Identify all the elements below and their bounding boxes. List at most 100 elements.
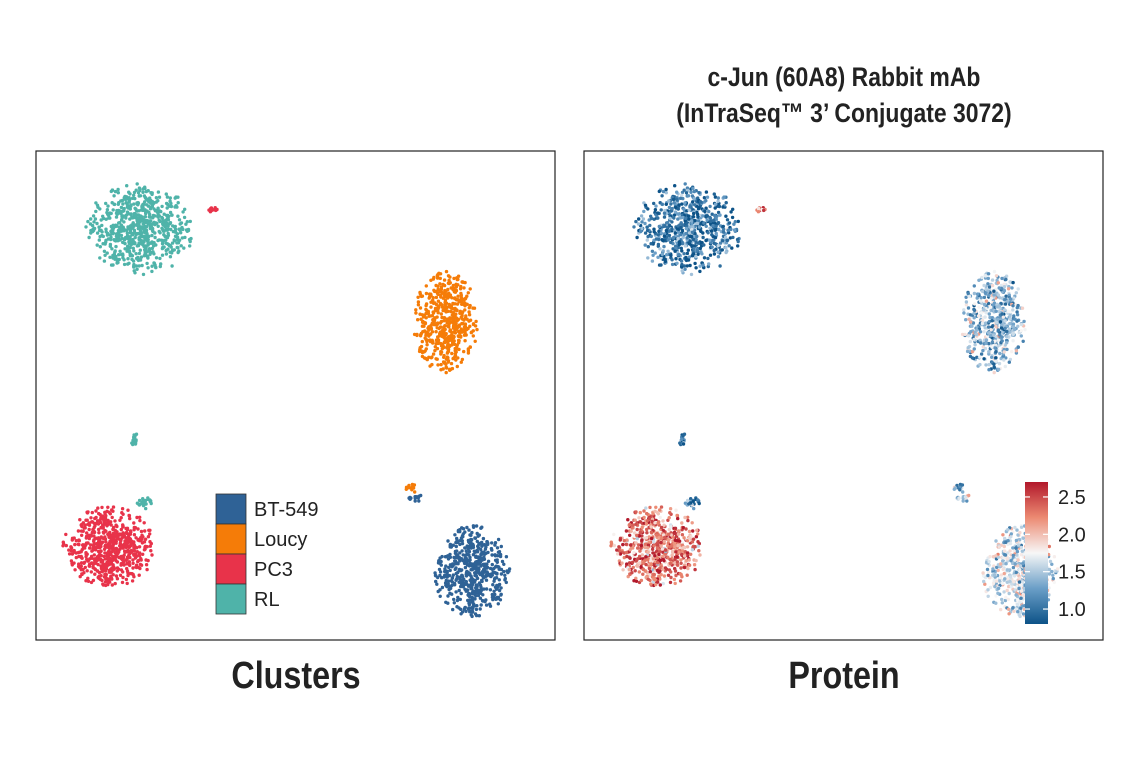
protein-point [658, 566, 662, 570]
protein-point [724, 246, 728, 250]
cluster-point-rl [183, 207, 187, 211]
protein-point [691, 499, 695, 503]
cluster-point-bt-549 [452, 581, 457, 586]
cluster-point-rl [121, 253, 125, 257]
cluster-point-rl [142, 219, 146, 223]
protein-point [988, 334, 993, 338]
cluster-point-pc3 [76, 542, 80, 546]
protein-point [698, 553, 702, 557]
cluster-point-rl [168, 221, 173, 225]
cluster-point-loucy [462, 349, 466, 354]
protein-point [656, 541, 660, 545]
protein-point [984, 299, 989, 303]
cluster-point-bt-549 [481, 562, 486, 566]
protein-point [993, 317, 997, 321]
protein-point [998, 576, 1003, 580]
cluster-point-pc3 [132, 533, 137, 537]
cluster-point-loucy [444, 289, 448, 293]
cluster-point-rl [165, 213, 169, 218]
protein-point [727, 221, 732, 225]
cluster-point-bt-549 [480, 557, 484, 562]
cluster-point-rl [135, 244, 139, 248]
protein-point [642, 509, 646, 513]
protein-point [667, 233, 672, 238]
protein-point [964, 303, 969, 307]
cluster-point-loucy [457, 347, 461, 352]
cluster-point-rl [97, 238, 102, 242]
cluster-point-rl [162, 245, 166, 249]
protein-point [643, 243, 647, 247]
protein-point [671, 247, 675, 251]
cluster-point-bt-549 [477, 588, 482, 593]
cluster-point-rl [108, 211, 112, 215]
protein-point [960, 332, 965, 337]
cluster-point-bt-549 [463, 546, 467, 550]
cluster-point-bt-549 [493, 565, 498, 569]
protein-point [990, 278, 995, 282]
cluster-point-pc3 [138, 551, 142, 555]
protein-point [635, 536, 639, 541]
protein-point [983, 582, 987, 586]
protein-point [976, 314, 981, 318]
cluster-point-rl [175, 235, 180, 239]
protein-point [1020, 549, 1024, 553]
cluster-point-pc3 [70, 552, 75, 556]
protein-point [714, 224, 718, 228]
cluster-point-rl [138, 248, 142, 252]
protein-point [1004, 277, 1008, 282]
cluster-point-bt-549 [481, 593, 485, 597]
cluster-point-pc3 [110, 515, 114, 520]
cluster-point-bt-549 [461, 585, 465, 589]
protein-point [663, 577, 668, 581]
protein-point [972, 347, 976, 351]
protein-point [972, 311, 976, 316]
cluster-point-loucy [455, 302, 460, 306]
protein-point [621, 568, 625, 572]
cluster-point-pc3 [106, 533, 111, 537]
cluster-point-rl [126, 246, 130, 251]
protein-point [696, 498, 700, 502]
protein-point [971, 321, 976, 325]
protein-point [675, 513, 679, 518]
cluster-point-pc3 [91, 543, 96, 548]
protein-point [1007, 360, 1011, 364]
protein-point [736, 239, 740, 244]
protein-point [667, 516, 671, 520]
protein-point [1017, 586, 1021, 591]
cluster-point-pc3 [77, 538, 81, 542]
cluster-point-rl [177, 238, 182, 242]
cluster-point-pc3 [104, 540, 108, 544]
protein-point [662, 234, 667, 238]
cluster-point-rl [160, 226, 164, 230]
protein-point [681, 235, 685, 240]
cluster-point-pc3 [121, 525, 125, 529]
cluster-point-rl [116, 202, 121, 206]
cluster-point-loucy [441, 328, 445, 332]
cluster-point-rl [168, 244, 172, 248]
protein-point [697, 501, 701, 506]
protein-point [667, 527, 671, 532]
cluster-point-loucy [456, 329, 461, 334]
protein-point [642, 209, 646, 214]
protein-point [994, 579, 999, 583]
cluster-point-rl [178, 228, 182, 232]
cluster-point-loucy [412, 332, 417, 337]
protein-point [958, 488, 962, 492]
cluster-point-loucy [463, 332, 467, 336]
cluster-point-loucy [456, 277, 460, 282]
protein-point [703, 209, 707, 214]
protein-point [684, 191, 689, 195]
protein-point [661, 249, 665, 253]
protein-point [982, 283, 986, 288]
protein-point [640, 226, 644, 231]
protein-point [732, 222, 736, 226]
cluster-point-loucy [465, 317, 469, 321]
cluster-point-rl [111, 208, 115, 212]
protein-point [1000, 312, 1004, 316]
protein-point [659, 544, 663, 548]
protein-point [661, 528, 665, 533]
protein-point [682, 188, 686, 192]
cluster-point-rl [188, 239, 192, 244]
cluster-point-loucy [420, 320, 425, 324]
protein-point [1015, 602, 1020, 607]
